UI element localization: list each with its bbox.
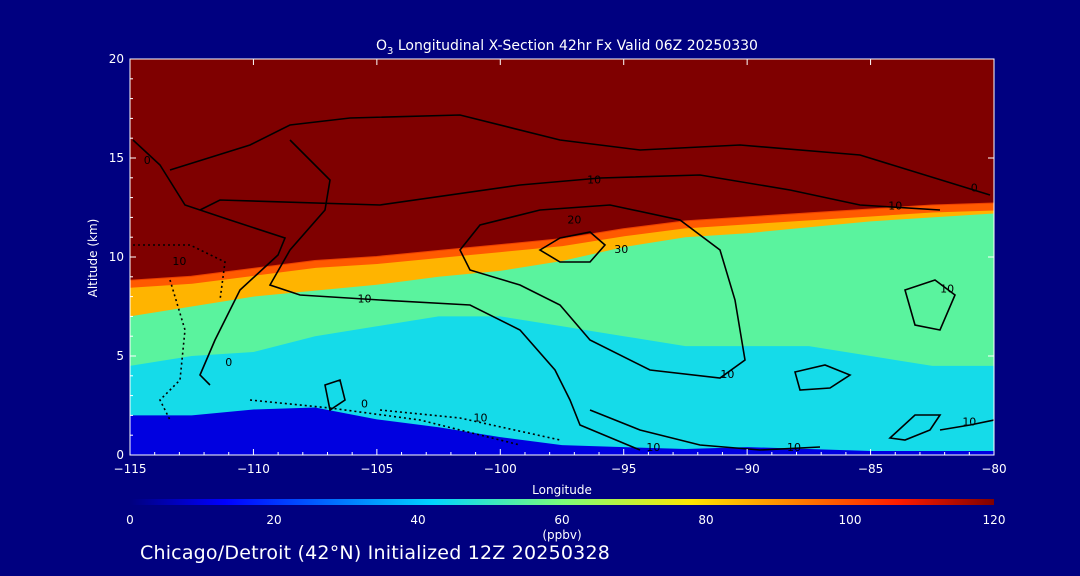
contour-0-surface-dotted — [379, 409, 561, 441]
y-axis-label: Altitude (km) — [86, 219, 100, 298]
contour-label: 10 — [720, 368, 734, 381]
contour-neg10-dotted — [249, 399, 521, 446]
contour-label: 10 — [474, 411, 488, 424]
chart-title: O3 Longitudinal X-Section 42hr Fx Valid … — [376, 38, 758, 57]
contour-10-outer — [199, 174, 941, 211]
colorbar-ticks: 0 20 40 60 80 100 120 — [126, 513, 1005, 527]
contour-label: 30 — [614, 243, 628, 256]
x-tick-label: −105 — [360, 462, 393, 476]
x-tick-label: −100 — [484, 462, 517, 476]
contour-label: 10 — [172, 255, 186, 268]
contour-label: 0 — [971, 182, 978, 195]
contour-label: 0 — [361, 397, 368, 410]
colorbar-unit-label: (ppbv) — [542, 528, 581, 542]
contour-0-sw — [324, 378, 346, 412]
colorbar-tick-label: 20 — [266, 513, 281, 527]
contour-label: 20 — [567, 213, 581, 226]
contour-10-west-dotted — [133, 244, 226, 301]
colorbar-tick-label: 100 — [839, 513, 862, 527]
contour-10-mid — [794, 364, 852, 391]
y-tick-label: 10 — [109, 250, 124, 264]
x-axis-label: Longitude — [532, 483, 592, 497]
contour-label: 10 — [962, 415, 976, 428]
contour-30 — [538, 231, 607, 263]
colorbar-tick-label: 0 — [126, 513, 134, 527]
colorbar-tick-label: 60 — [554, 513, 569, 527]
colorbar-tick-label: 80 — [698, 513, 713, 527]
contour-label: 0 — [225, 356, 232, 369]
contour-0-upper — [169, 114, 991, 196]
y-tick-label: 15 — [109, 151, 124, 165]
contour-label: 10 — [888, 199, 902, 212]
footer-caption: Chicago/Detroit (42°N) Initialized 12Z 2… — [140, 542, 611, 564]
ozone-contours — [132, 114, 994, 451]
colorbar-tick-label: 120 — [983, 513, 1006, 527]
colorbar-tick-label: 40 — [410, 513, 425, 527]
contour-10-surface-a — [589, 409, 821, 451]
axes: −115 −110 −105 −100 −95 −90 −85 −80 0 5 10 15 20 — [109, 52, 1007, 476]
contour-10-surface-b — [939, 419, 994, 431]
contour-10-east — [904, 279, 956, 331]
colorbar — [130, 499, 994, 505]
y-tick-label: 5 — [116, 349, 124, 363]
contour-labels: 0 10 0 10 0 10 10 20 30 10 10 10 10 10 10 0 — [144, 154, 978, 454]
contour-label: 10 — [587, 174, 601, 187]
x-tick-label: −90 — [734, 462, 759, 476]
ozone-layer-surface — [130, 407, 994, 455]
contour-label: 10 — [358, 293, 372, 306]
x-tick-label: −80 — [981, 462, 1006, 476]
contour-0-west — [132, 139, 287, 386]
contour-10-se — [888, 414, 942, 441]
x-tick-label: −85 — [858, 462, 883, 476]
contour-label: 10 — [646, 441, 660, 454]
contour-20 — [459, 204, 746, 379]
x-tick-label: −115 — [114, 462, 147, 476]
contour-label: 10 — [787, 441, 801, 454]
y-tick-label: 0 — [116, 448, 124, 462]
x-tick-label: −95 — [611, 462, 636, 476]
x-tick-label: −110 — [237, 462, 270, 476]
y-tick-label: 20 — [109, 52, 124, 66]
contour-10-upper — [268, 139, 641, 451]
contour-label: 10 — [940, 283, 954, 296]
tropopause-red-band — [130, 202, 994, 288]
contour-label: 0 — [144, 154, 151, 167]
plot-area — [130, 59, 994, 455]
